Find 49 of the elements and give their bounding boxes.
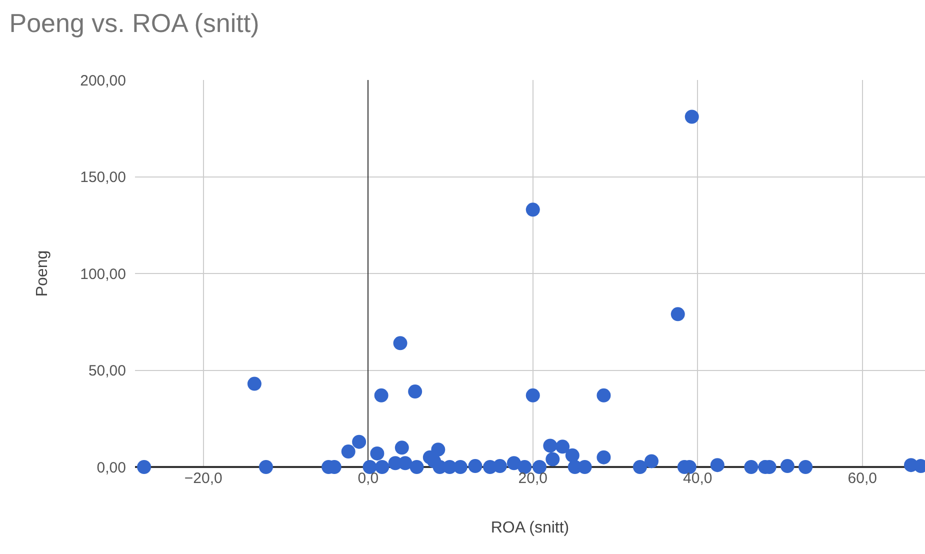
- x-tick-label: 60,0: [848, 470, 877, 487]
- point: [556, 440, 570, 454]
- y-tick-label: 0,00: [96, 459, 126, 476]
- point: [632, 460, 647, 474]
- point: [526, 202, 540, 217]
- point: [374, 388, 388, 402]
- point: [492, 459, 507, 474]
- point: [506, 456, 521, 470]
- point: [526, 388, 540, 402]
- point: [684, 110, 699, 124]
- point: [453, 460, 468, 474]
- point: [710, 458, 724, 472]
- point: [468, 459, 482, 474]
- point: [258, 460, 273, 474]
- point: [393, 336, 408, 350]
- x-tick-label: −20,0: [184, 470, 222, 487]
- point: [375, 460, 390, 474]
- y-tick-label: 100,00: [80, 266, 126, 283]
- x-tick-label: 40,0: [683, 470, 712, 487]
- point: [543, 438, 558, 453]
- point: [370, 446, 384, 460]
- point: [398, 456, 412, 470]
- x-axis-title: ROA (snitt): [490, 520, 570, 537]
- point: [352, 434, 366, 449]
- point: [394, 440, 409, 455]
- x-tick-label: 20,0: [518, 470, 548, 487]
- chart-title: Poeng vs. ROA (snitt): [9, 8, 260, 38]
- point: [408, 384, 422, 399]
- y-tick-label: 50,00: [88, 362, 126, 380]
- point: [670, 307, 685, 322]
- point: [247, 376, 262, 391]
- point: [546, 452, 560, 466]
- y-tick-label: 150,00: [80, 169, 126, 186]
- point: [798, 460, 813, 474]
- y-axis-title: Poeng: [34, 250, 52, 297]
- point: [780, 459, 794, 474]
- point: [596, 388, 611, 402]
- y-tick-label: 200,00: [80, 72, 126, 90]
- x-tick-label: 0,0: [358, 470, 379, 487]
- point: [578, 460, 592, 474]
- point: [744, 460, 758, 474]
- point: [431, 442, 446, 457]
- point: [596, 450, 611, 464]
- point: [518, 460, 532, 474]
- point: [341, 444, 356, 459]
- point: [410, 460, 424, 474]
- point: [644, 454, 659, 468]
- point: [137, 460, 152, 474]
- point: [565, 448, 580, 462]
